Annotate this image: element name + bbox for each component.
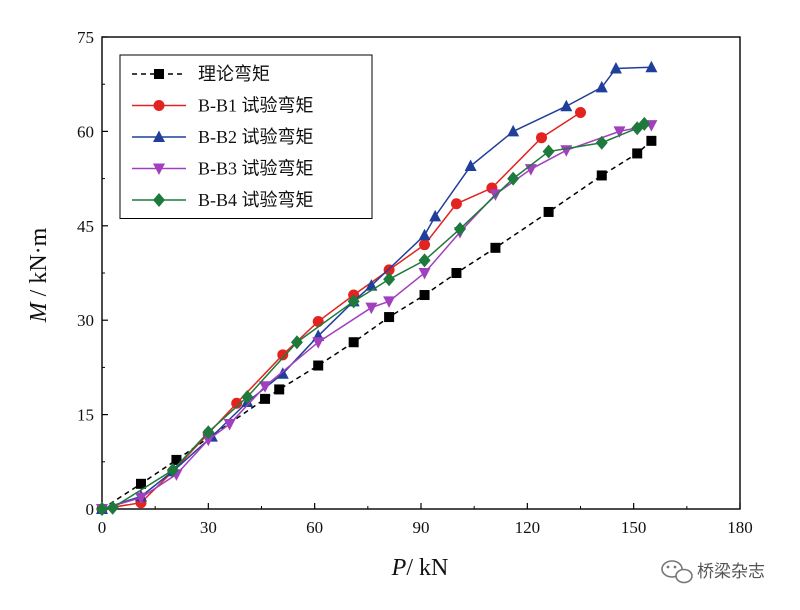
legend-entry: B-B3 试验弯矩 [132, 159, 314, 179]
series-layer [96, 60, 658, 516]
data-point [613, 126, 626, 138]
x-tick-label: 120 [515, 518, 541, 537]
legend-entry: 理论弯矩 [132, 64, 270, 84]
data-point [418, 268, 431, 280]
data-point [383, 296, 396, 308]
wechat-icon [661, 560, 693, 584]
x-axis-title-italic: P [391, 555, 407, 581]
x-tick-label: 150 [621, 518, 647, 537]
y-tick-label: 45 [77, 217, 94, 236]
y-tick-label: 0 [86, 500, 95, 519]
data-point [638, 116, 651, 131]
data-point [260, 393, 271, 404]
data-point [231, 397, 243, 409]
data-point [259, 381, 272, 393]
x-tick-label: 60 [306, 518, 323, 537]
data-point [429, 209, 442, 222]
legend: 理论弯矩 B-B1 试验弯矩 B-B2 试验弯矩 B-B3 试验弯矩 B-B4 试验弯矩 [119, 54, 373, 219]
data-point [135, 478, 146, 489]
data-point [202, 434, 215, 447]
x-axis-title: P/ kN [391, 555, 449, 581]
watermark: 桥梁杂志 [661, 560, 765, 584]
data-point [274, 384, 285, 395]
data-point [202, 425, 215, 440]
y-axis-title: M / kN·m [26, 227, 52, 323]
y-tick-label: 15 [77, 406, 94, 425]
data-point [645, 60, 658, 73]
data-point [347, 294, 360, 309]
x-tick-label: 0 [98, 518, 107, 537]
data-point [609, 61, 622, 74]
legend-swatch-marker [153, 193, 165, 207]
y-tick-label: 75 [77, 28, 94, 47]
axes-layer: 0 30 60 90 120 150 180 0 15 30 45 60 75 [77, 28, 753, 537]
x-tick-label: 30 [200, 518, 217, 537]
legend-swatch-marker [153, 163, 165, 175]
data-point [276, 367, 289, 379]
data-point [312, 337, 325, 349]
data-point [536, 132, 548, 144]
data-point [418, 228, 431, 241]
legend-entry: B-B2 试验弯矩 [132, 127, 314, 147]
data-point [595, 135, 608, 150]
data-point [348, 337, 359, 348]
data-point [507, 124, 520, 137]
y-axis-title-italic: M [26, 300, 52, 323]
data-point [464, 159, 477, 172]
data-point [277, 349, 289, 361]
data-point [418, 253, 431, 268]
data-point [453, 221, 466, 236]
data-point [106, 500, 119, 515]
legend-entry: B-B4 试验弯矩 [132, 190, 314, 210]
data-point [171, 454, 182, 465]
legend-swatch-marker [153, 130, 165, 142]
legend-label: B-B3 试验弯矩 [198, 159, 314, 179]
data-point [312, 315, 324, 327]
data-point [451, 268, 462, 278]
data-point [223, 419, 236, 431]
data-point [632, 148, 643, 159]
data-point [595, 80, 608, 93]
data-point [383, 272, 396, 287]
data-point [646, 135, 657, 146]
legend-swatch-marker [154, 69, 164, 79]
data-point [596, 170, 607, 181]
data-point [313, 360, 324, 371]
y-tick-label: 60 [77, 122, 94, 141]
y-axis-title-rest: / kN·m [26, 227, 52, 302]
data-point [365, 302, 378, 315]
data-point [166, 462, 179, 477]
data-point [290, 335, 303, 350]
data-point [419, 239, 431, 251]
data-point [542, 144, 555, 159]
data-point [96, 502, 108, 516]
data-point [241, 389, 254, 404]
data-point [560, 99, 573, 112]
data-point [543, 206, 554, 217]
series-5 [96, 116, 651, 516]
data-point [384, 312, 395, 323]
legend-label: 理论弯矩 [198, 64, 270, 84]
series-line [101, 124, 652, 510]
y-tick-label: 30 [77, 311, 94, 330]
x-axis-title-rest: / kN [406, 555, 448, 581]
x-tick-label: 180 [727, 518, 753, 537]
series-line [101, 111, 581, 510]
data-point [134, 492, 147, 505]
data-point [450, 198, 462, 210]
data-point [490, 242, 501, 253]
watermark-text: 桥梁杂志 [697, 562, 765, 582]
data-point [507, 171, 520, 186]
legend-label: B-B4 试验弯矩 [198, 190, 314, 210]
data-point [560, 145, 573, 157]
data-point [575, 107, 586, 119]
x-tick-label: 90 [413, 518, 430, 537]
legend-label: B-B1 试验弯矩 [198, 96, 314, 116]
legend-entry: B-B1 试验弯矩 [132, 96, 314, 116]
data-point [419, 290, 430, 301]
legend-swatch-marker [153, 100, 165, 111]
legend-label: B-B2 试验弯矩 [198, 127, 314, 147]
